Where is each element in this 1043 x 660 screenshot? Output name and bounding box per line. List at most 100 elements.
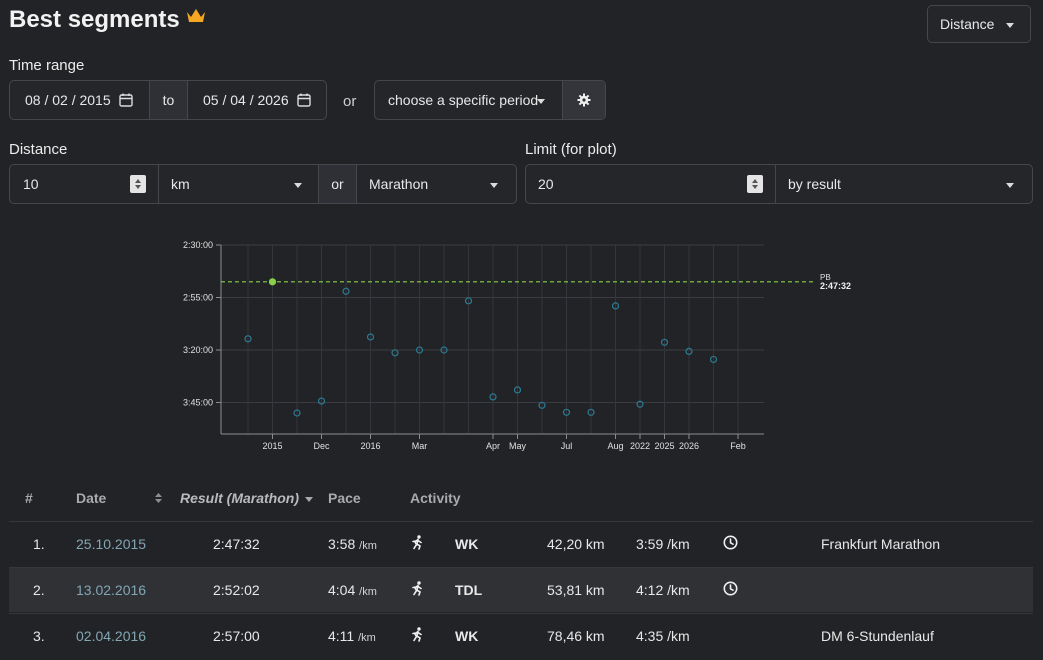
- row-distance: 42,20 km: [547, 536, 605, 552]
- limit-group: 20 by result: [525, 164, 1033, 204]
- data-point[interactable]: [366, 333, 375, 341]
- row-activity-type: WK: [455, 628, 479, 644]
- distance-group: 10 km or Marathon: [9, 164, 517, 204]
- row-activity-name[interactable]: Frankfurt Marathon: [821, 536, 941, 552]
- date-range-group: 08 / 02 / 2015 to 05 / 04 / 2026: [9, 80, 327, 120]
- col-header-date[interactable]: Date: [76, 490, 107, 506]
- limit-input[interactable]: 20: [526, 165, 775, 203]
- row-date-link[interactable]: 13.02.2016: [76, 582, 147, 598]
- x-tick-label: 2016: [360, 441, 380, 451]
- x-tick-label: 2022: [630, 441, 650, 451]
- table-row[interactable]: 1. 25.10.2015 2:47:32 3:58 /km WK 42,20 km 3:5…: [9, 521, 1033, 566]
- row-rank: 3.: [33, 628, 45, 644]
- sort-icon[interactable]: [155, 493, 162, 503]
- x-tick-label: 2026: [679, 441, 699, 451]
- distance-input[interactable]: 10: [10, 165, 158, 203]
- table-row[interactable]: 3. 02.04.2016 2:57:00 4:11 /km WK 78,46 km 4:3…: [9, 613, 1033, 658]
- x-tick-label: Jul: [561, 441, 573, 451]
- data-point[interactable]: [538, 401, 546, 409]
- data-point[interactable]: [562, 408, 571, 416]
- running-icon: [412, 535, 422, 550]
- row-pace: 3:58 /km: [328, 536, 377, 552]
- calendar-icon[interactable]: [118, 93, 133, 107]
- x-tick-label: 2015: [262, 441, 282, 451]
- row-rank: 2.: [33, 582, 45, 598]
- chevron-down-icon: [1006, 183, 1014, 188]
- limit-label: Limit (for plot): [525, 141, 617, 158]
- or-label: or: [343, 93, 357, 110]
- row-activity-type: TDL: [455, 582, 483, 598]
- row-avg-pace: 4:12 /km: [636, 582, 690, 598]
- running-icon: [412, 581, 422, 596]
- col-header-num: #: [25, 490, 33, 506]
- data-point[interactable]: [342, 287, 350, 295]
- row-date-link[interactable]: 25.10.2015: [76, 536, 147, 552]
- chevron-down-icon: [537, 99, 545, 104]
- running-icon-wrap: [410, 581, 424, 599]
- data-point[interactable]: [587, 408, 595, 416]
- x-axis: 2015 Dec 2016 Mar Apr May Jul Aug 2022 2025 2026 Fe…: [221, 433, 764, 451]
- row-rank: 1.: [33, 536, 45, 552]
- pb-value: 2:47:32: [820, 281, 851, 291]
- clock-icon-wrap: [723, 535, 738, 553]
- row-activity-name[interactable]: DM 6-Stundenlauf: [821, 628, 934, 644]
- col-header-pace: Pace: [328, 490, 361, 506]
- row-avg-pace: 3:59 /km: [636, 536, 690, 552]
- row-distance: 78,46 km: [547, 628, 605, 644]
- or-label: or: [318, 165, 356, 203]
- data-point[interactable]: [685, 347, 693, 356]
- calendar-icon[interactable]: [296, 93, 311, 107]
- col-header-activity: Activity: [410, 490, 461, 506]
- number-stepper[interactable]: [747, 175, 763, 193]
- data-point[interactable]: [415, 346, 424, 354]
- data-point[interactable]: [709, 355, 718, 364]
- y-tick-label: 3:45:00: [183, 398, 213, 408]
- pb-point[interactable]: [268, 278, 277, 286]
- x-tick-label: 2025: [654, 441, 674, 451]
- from-date-input[interactable]: 08 / 02 / 2015: [10, 81, 149, 119]
- y-tick-label: 2:30:00: [183, 240, 213, 250]
- data-point[interactable]: [391, 349, 399, 357]
- data-point[interactable]: [489, 393, 497, 401]
- limit-sort-dropdown[interactable]: by result: [775, 165, 1032, 203]
- settings-button[interactable]: [562, 81, 605, 119]
- table-row[interactable]: 2. 13.02.2016 2:52:02 4:04 /km TDL 53,81 km 4:…: [9, 567, 1033, 612]
- period-dropdown[interactable]: choose a specific period: [375, 81, 562, 119]
- x-tick-label: May: [509, 441, 527, 451]
- data-point[interactable]: [293, 409, 301, 417]
- row-result: 2:52:02: [213, 582, 260, 598]
- to-date-input[interactable]: 05 / 04 / 2026: [187, 81, 326, 119]
- x-tick-label: Aug: [607, 441, 623, 451]
- x-tick-label: Mar: [412, 441, 428, 451]
- chart-points: [244, 278, 718, 417]
- gear-icon: [577, 93, 591, 107]
- data-point[interactable]: [660, 338, 669, 346]
- data-point[interactable]: [611, 302, 620, 310]
- x-tick-label: Apr: [486, 441, 500, 451]
- row-date-link[interactable]: 02.04.2016: [76, 628, 147, 644]
- data-point[interactable]: [464, 297, 473, 305]
- y-tick-label: 3:20:00: [183, 345, 213, 355]
- results-chart: 2:30:00 2:55:00 3:20:00 3:45:00 2015 Dec 2016…: [183, 240, 851, 451]
- time-range-label: Time range: [9, 57, 85, 74]
- x-tick-label: Feb: [730, 441, 746, 451]
- clock-icon: [723, 581, 738, 596]
- distance-unit-dropdown[interactable]: km: [158, 165, 318, 203]
- data-point[interactable]: [317, 397, 326, 405]
- y-tick-label: 2:55:00: [183, 293, 213, 303]
- to-label: to: [149, 81, 187, 119]
- data-point[interactable]: [636, 400, 644, 408]
- chevron-down-icon: [1006, 23, 1014, 28]
- data-point[interactable]: [244, 335, 252, 343]
- data-point[interactable]: [513, 386, 522, 394]
- running-icon-wrap: [410, 627, 424, 645]
- col-header-result[interactable]: Result (Marathon): [180, 490, 299, 506]
- running-icon: [412, 627, 422, 642]
- metric-dropdown[interactable]: Distance: [927, 5, 1031, 43]
- distance-preset-dropdown[interactable]: Marathon: [356, 165, 516, 203]
- row-pace: 4:04 /km: [328, 582, 377, 598]
- chevron-down-icon: [294, 183, 302, 188]
- data-point[interactable]: [440, 346, 448, 354]
- number-stepper[interactable]: [130, 175, 146, 193]
- clock-icon-wrap: [723, 581, 738, 599]
